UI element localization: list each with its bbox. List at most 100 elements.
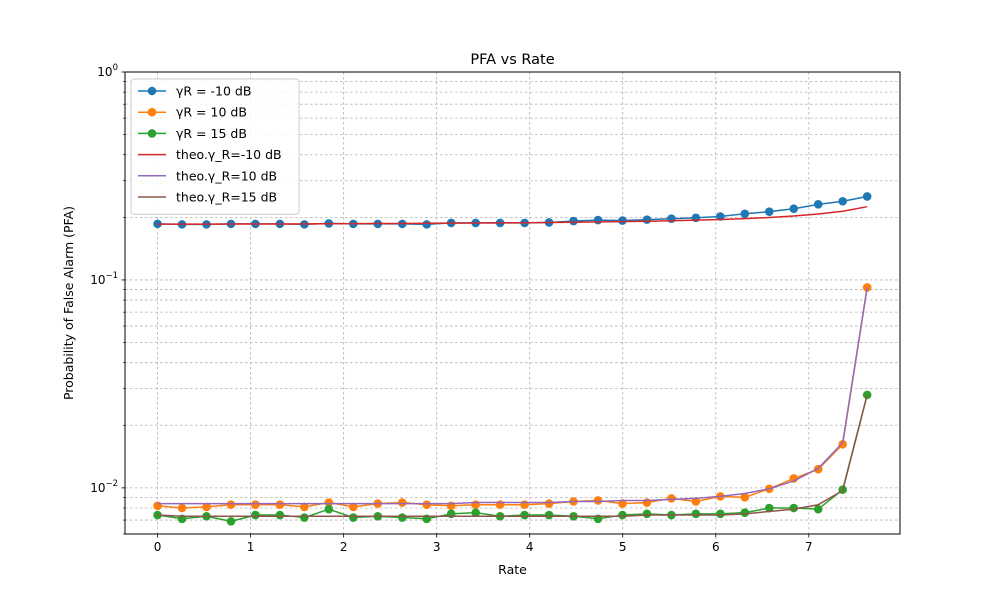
data-point <box>642 498 652 507</box>
plot-frame <box>124 71 901 535</box>
data-point <box>544 510 554 520</box>
x-tick-label: 5 <box>619 540 627 554</box>
y-axis-label: Probability of False Alarm (PFA) <box>61 206 76 400</box>
chart-title: PFA vs Rate <box>470 52 554 68</box>
legend-label: theo.γ_R=15 dB <box>176 190 277 205</box>
x-axis-label: Rate <box>498 562 527 577</box>
data-point <box>422 500 432 510</box>
legend: γR = -10 dB γR = 10 dB γR = 15 dB theo.γ_R=… <box>130 78 300 215</box>
legend-item: theo.γ_R=15 dB <box>138 190 277 205</box>
data-point <box>862 192 872 201</box>
legend-item: γR = 10 dB <box>138 105 247 120</box>
data-point <box>789 204 799 214</box>
data-point <box>569 216 578 226</box>
series-4-theo-r-10-db <box>157 205 868 225</box>
data-point <box>177 503 187 513</box>
x-tick-label: 7 <box>805 540 813 554</box>
data-point <box>471 500 480 510</box>
legend-label: γR = 10 dB <box>176 105 247 120</box>
series-5-theo-r-10-db <box>157 287 868 505</box>
data-point <box>618 499 627 508</box>
y-tick-base: 10 <box>90 481 105 495</box>
data-point <box>667 214 676 224</box>
data-point <box>740 209 750 219</box>
data-point <box>740 508 750 517</box>
legend-swatch-marker <box>147 86 157 96</box>
data-point <box>716 509 725 519</box>
data-point <box>300 513 309 522</box>
data-point <box>593 496 603 505</box>
data-point <box>642 215 652 224</box>
data-point <box>813 504 823 514</box>
data-point <box>789 503 799 513</box>
data-point <box>422 220 432 229</box>
data-point <box>349 502 358 512</box>
data-point <box>740 493 750 502</box>
x-tick-label: 0 <box>154 540 162 554</box>
x-tick-label: 2 <box>340 540 348 554</box>
y-tick-base: 10 <box>97 65 112 79</box>
data-point <box>764 207 774 216</box>
y-tick-exponent: −1 <box>105 271 118 281</box>
data-point <box>618 216 627 225</box>
data-point <box>226 517 236 526</box>
legend-item: γR = 15 dB <box>138 126 247 141</box>
data-point <box>618 510 627 520</box>
data-point <box>520 500 529 510</box>
data-point <box>813 200 823 209</box>
data-point <box>691 509 701 519</box>
data-point <box>642 509 652 519</box>
data-point <box>251 510 260 520</box>
legend-label: theo.γ_R=10 dB <box>176 168 277 183</box>
y-tick-exponent: 0 <box>113 63 118 73</box>
legend-item: theo.γ_R=10 dB <box>138 168 277 183</box>
x-tick-label: 3 <box>433 540 441 554</box>
data-point <box>349 513 358 522</box>
data-point <box>202 502 211 512</box>
data-point <box>838 440 847 449</box>
series-line <box>157 287 868 505</box>
data-point <box>300 502 309 512</box>
legend-swatch-marker <box>147 107 157 117</box>
legend-label: theo.γ_R=-10 dB <box>176 147 282 162</box>
data-point <box>520 510 529 520</box>
data-point <box>544 499 554 508</box>
data-point <box>667 494 676 503</box>
data-point <box>397 513 407 522</box>
data-point <box>838 196 847 206</box>
series-6-theo-r-15-db <box>157 394 868 518</box>
data-point <box>275 510 285 520</box>
y-tick-base: 10 <box>90 273 105 287</box>
data-point <box>593 215 603 225</box>
data-point <box>324 504 334 514</box>
x-tick-label: 4 <box>526 540 534 554</box>
y-tick-exponent: −2 <box>105 479 118 489</box>
data-point <box>226 500 236 510</box>
series-line <box>157 394 868 518</box>
series-layer <box>153 192 872 526</box>
data-point <box>471 508 480 517</box>
legend-label: γR = 15 dB <box>176 126 247 141</box>
y-tick-label: 10−2 <box>90 479 118 495</box>
data-point <box>275 500 285 510</box>
data-point <box>691 497 701 506</box>
data-point <box>764 503 774 513</box>
data-point <box>251 500 260 510</box>
y-tick-label: 100 <box>97 63 118 79</box>
x-tick-label: 1 <box>247 540 255 554</box>
legend-label: γR = -10 dB <box>176 84 251 99</box>
legend-swatch-marker <box>147 129 157 138</box>
x-tick-label: 6 <box>712 540 720 554</box>
legend-item: γR = -10 dB <box>138 84 251 99</box>
data-point <box>324 498 334 507</box>
data-point <box>397 498 407 507</box>
legend-item: theo.γ_R=-10 dB <box>138 147 282 162</box>
data-point <box>495 500 505 510</box>
data-point <box>153 501 162 511</box>
y-tick-label: 10−1 <box>90 271 118 287</box>
legend-box <box>130 78 300 215</box>
data-point <box>716 212 725 221</box>
series-line <box>157 205 868 225</box>
